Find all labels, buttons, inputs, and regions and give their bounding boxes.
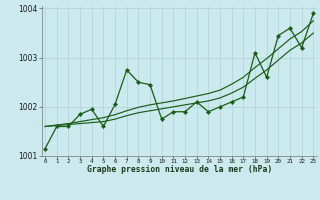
- X-axis label: Graphe pression niveau de la mer (hPa): Graphe pression niveau de la mer (hPa): [87, 165, 272, 174]
